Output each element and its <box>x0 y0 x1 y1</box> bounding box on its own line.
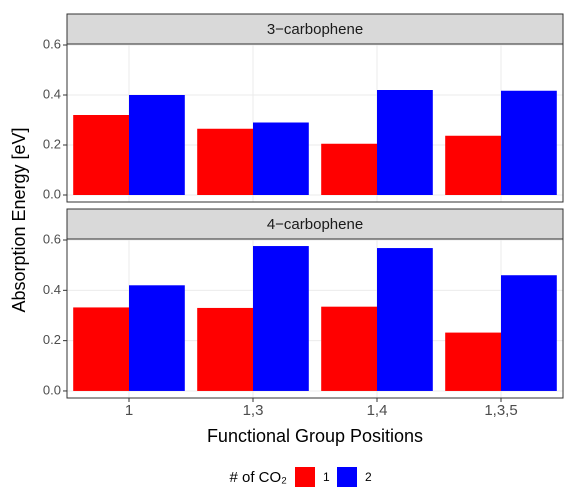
bar <box>129 95 185 195</box>
y-tick-label: 0.4 <box>43 282 61 297</box>
bar <box>197 307 253 391</box>
x-tick-label: 1 <box>125 402 133 419</box>
x-tick-label: 1,3 <box>243 402 264 419</box>
bar <box>73 307 129 391</box>
bar <box>377 248 433 391</box>
legend-label: 2 <box>365 470 372 484</box>
bar <box>73 115 129 195</box>
bar <box>321 143 377 195</box>
bar <box>377 90 433 195</box>
legend-title: # of CO₂ <box>229 469 287 486</box>
y-axis-label: Absorption Energy [eV] <box>9 127 29 312</box>
panel-title: 4−carbophene <box>267 216 363 233</box>
y-tick-label: 0.2 <box>43 136 61 151</box>
strip <box>66 208 564 240</box>
bar <box>129 285 185 391</box>
bar <box>253 246 309 391</box>
legend-swatch <box>295 467 315 487</box>
y-tick-label: 0.4 <box>43 86 61 101</box>
x-axis-label: Functional Group Positions <box>207 426 423 446</box>
y-tick-label: 0.2 <box>43 332 61 347</box>
y-tick-label: 0.0 <box>43 382 61 397</box>
panel-title: 3−carbophene <box>267 21 363 38</box>
y-tick-label: 0.6 <box>43 36 61 51</box>
bar <box>445 135 501 195</box>
y-tick-label: 0.6 <box>43 231 61 246</box>
legend-swatch <box>337 467 357 487</box>
bar <box>197 128 253 195</box>
bar <box>321 306 377 391</box>
bar <box>501 90 557 195</box>
bar <box>501 275 557 391</box>
bar <box>445 332 501 391</box>
panel-border <box>66 238 564 399</box>
panel-border <box>66 43 564 203</box>
y-tick-label: 0.0 <box>43 186 61 201</box>
x-tick-label: 1,3,5 <box>484 402 517 419</box>
legend-label: 1 <box>323 470 330 484</box>
strip <box>66 13 564 45</box>
bar <box>253 122 309 195</box>
x-tick-label: 1,4 <box>367 402 388 419</box>
